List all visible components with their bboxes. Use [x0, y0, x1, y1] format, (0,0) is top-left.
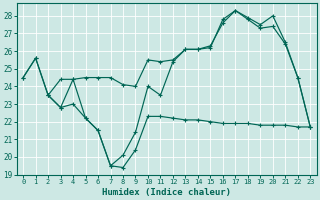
X-axis label: Humidex (Indice chaleur): Humidex (Indice chaleur) — [102, 188, 231, 197]
